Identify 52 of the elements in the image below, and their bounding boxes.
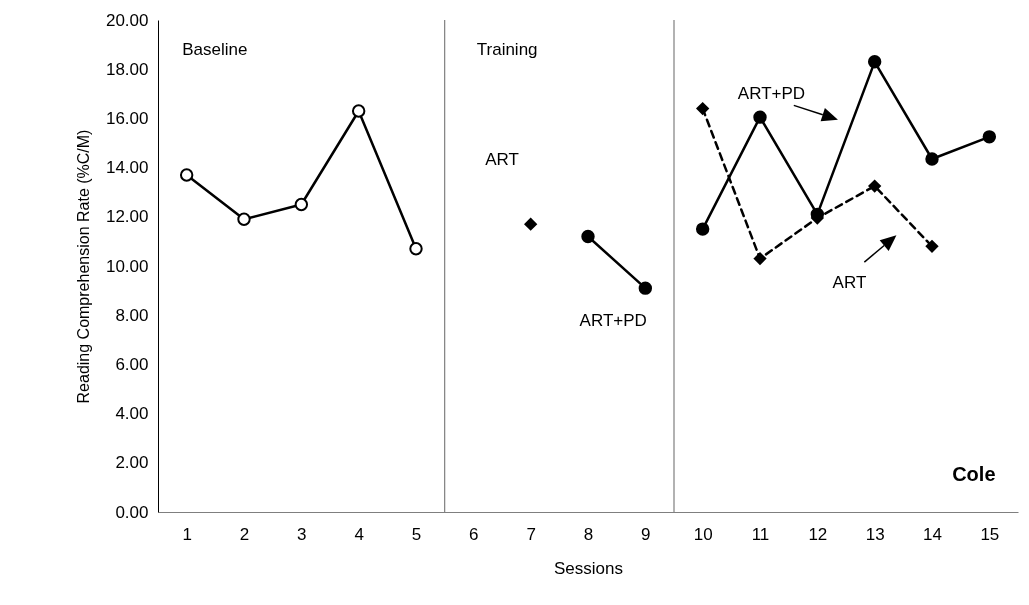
point bbox=[753, 252, 767, 265]
annotation: ART+PD bbox=[737, 83, 806, 103]
y-axis-title: Reading Comprehension Rate (%C/M) bbox=[74, 129, 92, 404]
x-tick-label: 4 bbox=[354, 524, 364, 544]
y-tick-label: 12.00 bbox=[105, 207, 149, 227]
annotation: ART bbox=[832, 273, 867, 293]
point bbox=[867, 55, 882, 69]
point bbox=[638, 281, 653, 295]
point bbox=[696, 102, 709, 115]
x-tick-label: 3 bbox=[297, 524, 307, 544]
annotation: Baseline bbox=[182, 39, 248, 59]
point bbox=[868, 179, 881, 193]
annotation: Cole bbox=[952, 463, 996, 486]
point bbox=[524, 217, 537, 231]
y-tick-label: 14.00 bbox=[105, 158, 149, 178]
x-tick-label: 12 bbox=[808, 524, 828, 544]
annotation: ART bbox=[485, 150, 519, 170]
annotation: ART+PD bbox=[579, 311, 647, 331]
x-tick-label: 10 bbox=[693, 524, 713, 544]
point bbox=[982, 130, 997, 144]
y-tick-label: 18.00 bbox=[105, 59, 149, 79]
y-tick-label: 8.00 bbox=[115, 305, 149, 325]
x-tick-label: 5 bbox=[411, 524, 422, 544]
x-axis-title: Sessions bbox=[554, 558, 623, 578]
x-tick-label: 13 bbox=[865, 524, 885, 544]
x-tick-label: 6 bbox=[469, 524, 479, 544]
x-tick-label: 9 bbox=[641, 524, 651, 544]
x-tick-label: 8 bbox=[583, 524, 594, 544]
y-tick-label: 0.00 bbox=[115, 502, 149, 522]
y-tick-label: 4.00 bbox=[115, 404, 149, 424]
point bbox=[695, 222, 710, 236]
x-tick-label: 1 bbox=[182, 524, 192, 544]
x-tick-label: 11 bbox=[751, 524, 770, 544]
point bbox=[179, 168, 194, 182]
point bbox=[351, 104, 366, 118]
point bbox=[294, 197, 309, 212]
y-tick-label: 6.00 bbox=[115, 354, 149, 374]
annotation: Training bbox=[476, 39, 538, 59]
point bbox=[925, 240, 939, 253]
x-tick-label: 7 bbox=[526, 524, 536, 544]
y-tick-label: 10.00 bbox=[105, 256, 149, 276]
y-tick-label: 16.00 bbox=[105, 108, 149, 128]
x-tick-label: 15 bbox=[980, 524, 1000, 544]
point bbox=[581, 229, 595, 244]
point bbox=[409, 242, 423, 256]
x-tick-label: 2 bbox=[239, 524, 250, 544]
y-tick-label: 20.00 bbox=[105, 10, 149, 30]
point bbox=[237, 212, 251, 226]
point bbox=[753, 110, 767, 124]
y-tick-label: 2.00 bbox=[115, 453, 149, 473]
x-tick-label: 14 bbox=[923, 524, 942, 544]
point bbox=[925, 152, 939, 166]
